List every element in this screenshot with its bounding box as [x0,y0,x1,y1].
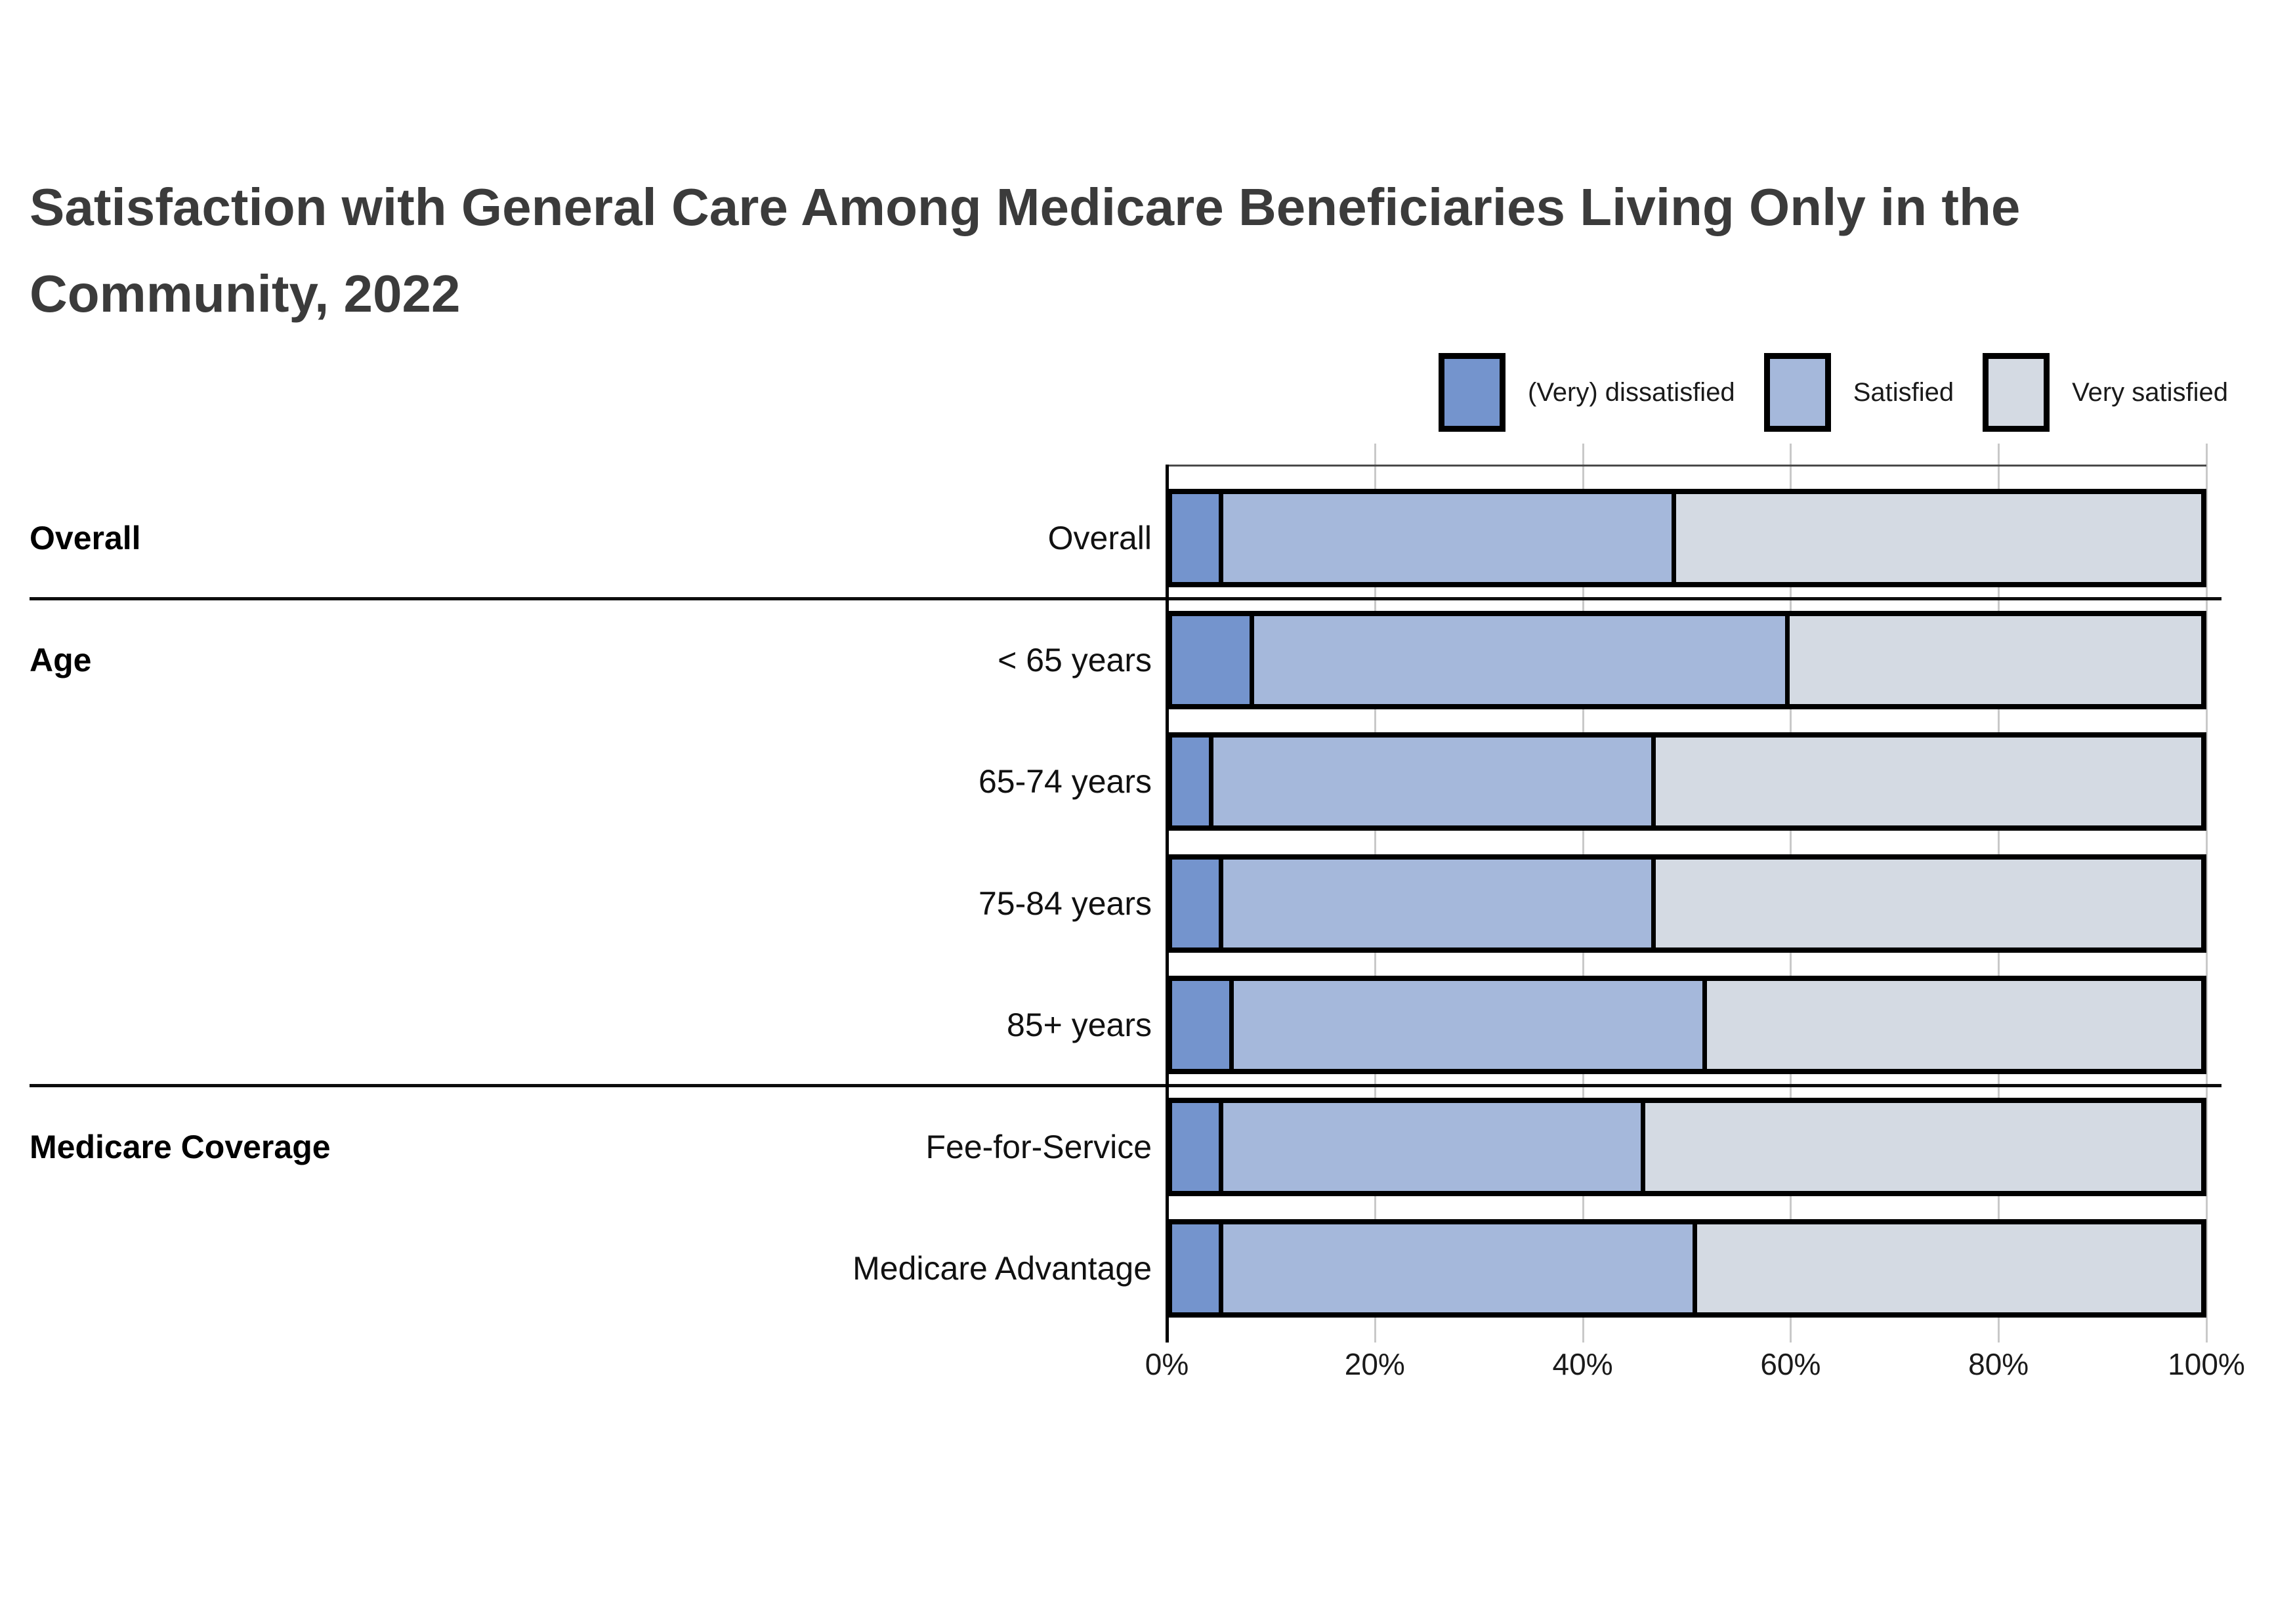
bar-segment-75-84-years-very-dissatisfied [1172,859,1224,947]
bar-segment-85-years-very-satisfied [1707,981,2201,1069]
row-label-overall: Overall [1047,520,1152,556]
bar-segment-65-74-years-very-dissatisfied [1172,738,1213,825]
x-tick-label-0: 0% [1145,1347,1189,1381]
legend-swatch-satisfied [1763,353,1831,432]
bar-segment-fee-for-service-satisfied [1223,1102,1646,1191]
bar-segment-65-years-very-satisfied [1789,615,2201,704]
row-label-fee-for-service: Fee-for-Service [925,1128,1152,1165]
legend-item-very-dissatisfied: (Very) dissatisfied [1439,353,1735,432]
bar-segment-65-74-years-satisfied [1213,738,1656,825]
legend-item-very-satisfied: Very satisfied [1983,353,2228,432]
group-label-medicare-coverage: Medicare Coverage [30,1128,331,1165]
bar-medicare-advantage [1167,1219,2206,1318]
x-tick-label-20: 20% [1344,1347,1405,1381]
row-label-85-years: 85+ years [1007,1007,1152,1043]
group-divider-after-age [30,1084,2221,1087]
bar-segment-overall-very-dissatisfied [1172,494,1224,582]
bar-segment-85-years-satisfied [1234,981,1708,1069]
x-tick-label-100: 100% [2168,1347,2245,1381]
legend-label-very-dissatisfied: (Very) dissatisfied [1528,377,1735,407]
x-tick-label-60: 60% [1760,1347,1821,1381]
bar-segment-overall-satisfied [1223,494,1677,582]
group-divider-after-overall [30,597,2221,600]
bar-segment-fee-for-service-very-dissatisfied [1172,1102,1224,1191]
bar-65-years [1167,610,2206,709]
bar-fee-for-service [1167,1097,2206,1196]
bar-segment-75-84-years-very-satisfied [1655,859,2201,947]
bar-segment-65-74-years-very-satisfied [1655,738,2201,825]
legend-swatch-very-dissatisfied [1439,353,1506,432]
bar-65-74-years [1167,732,2206,831]
chart-title: Satisfaction with General Care Among Med… [30,177,2021,323]
group-label-age: Age [30,641,92,678]
plot-top-border [1167,465,2206,467]
row-label-medicare-advantage: Medicare Advantage [853,1250,1152,1287]
x-tick-label-40: 40% [1552,1347,1613,1381]
x-tick-label-80: 80% [1968,1347,2029,1381]
bar-85-years [1167,976,2206,1074]
row-label-65-years: < 65 years [998,641,1152,678]
bar-segment-overall-very-satisfied [1676,494,2201,582]
plot-area [1166,444,2208,1343]
legend-label-satisfied: Satisfied [1853,377,1954,407]
bar-segment-fee-for-service-very-satisfied [1645,1102,2201,1191]
bar-75-84-years [1167,854,2206,953]
legend-item-satisfied: Satisfied [1763,353,1954,432]
bar-segment-medicare-advantage-very-dissatisfied [1172,1224,1224,1312]
bar-segment-85-years-very-dissatisfied [1172,981,1234,1069]
gridline-100 [2206,444,2208,1343]
bar-segment-medicare-advantage-very-satisfied [1696,1224,2201,1312]
bar-segment-65-years-satisfied [1254,615,1790,704]
row-label-65-74-years: 65-74 years [978,763,1152,800]
bar-overall [1167,489,2206,587]
legend-swatch-very-satisfied [1983,353,2050,432]
legend: (Very) dissatisfied Satisfied Very satisfi… [1439,353,2228,432]
row-label-75-84-years: 75-84 years [978,885,1152,922]
group-label-overall: Overall [30,520,141,556]
bar-segment-75-84-years-satisfied [1223,859,1656,947]
bar-segment-65-years-very-dissatisfied [1172,615,1255,704]
legend-label-very-satisfied: Very satisfied [2072,377,2228,407]
bar-segment-medicare-advantage-satisfied [1223,1224,1697,1312]
